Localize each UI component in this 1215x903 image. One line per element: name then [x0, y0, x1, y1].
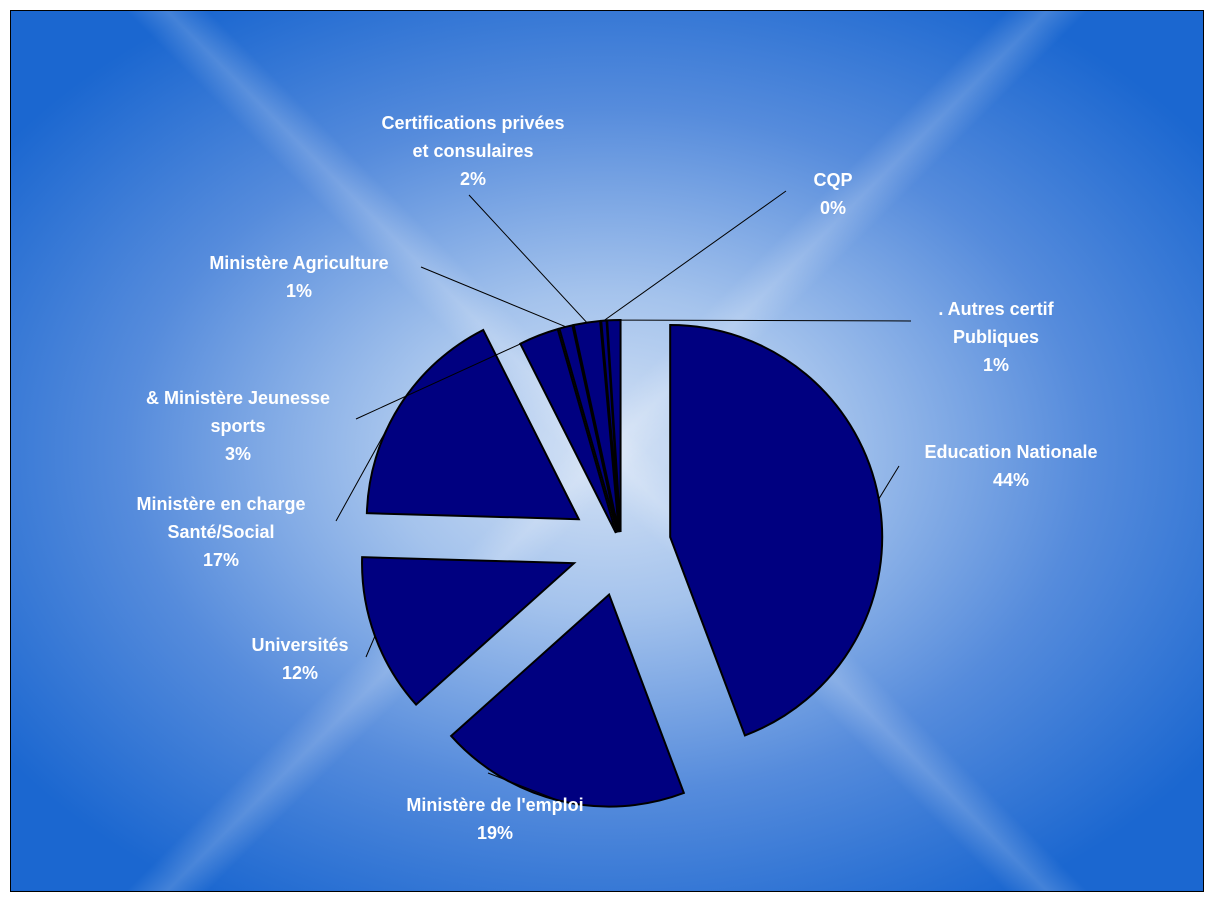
- slice-label-minist-re-agriculture: Ministère Agriculture 1%: [209, 253, 388, 301]
- leader-line-cqp: [603, 190, 787, 322]
- leader-line-minist-re-de-l-emploi: [487, 772, 559, 801]
- pie-slice-certifications-priv-es-et-consulaires: [572, 319, 620, 533]
- leader-line-education-nationale: [878, 465, 900, 500]
- slice-name-universit-s: Universités: [251, 635, 348, 655]
- leader-line-minist-re-agriculture: [420, 266, 567, 328]
- slice-percent-autres-certif-publiques: 1%: [983, 355, 1009, 375]
- slice-label-autres-certif-publiques: . Autres certif Publiques 1%: [938, 299, 1054, 375]
- slice-name-education-nationale: Education Nationale: [924, 442, 1097, 462]
- slice-name-minist-re-en-charge-sant-social: Santé/Social: [167, 522, 274, 542]
- slice-name-minist-re-jeunesse-sports: sports: [210, 416, 265, 436]
- slice-name-minist-re-de-l-emploi: Ministère de l'emploi: [406, 795, 583, 815]
- leader-line-certifications-priv-es-et-consulaires: [468, 194, 588, 323]
- slice-name-minist-re-en-charge-sant-social: Ministère en charge: [136, 494, 305, 514]
- slice-label-education-nationale: Education Nationale 44%: [924, 442, 1097, 490]
- slice-label-minist-re-de-l-emploi: Ministère de l'emploi 19%: [406, 795, 583, 843]
- pie-slice-education-nationale: [669, 324, 884, 737]
- leader-line-universit-s: [365, 635, 376, 658]
- slice-name-autres-certif-publiques: . Autres certif: [938, 299, 1054, 319]
- slice-name-certifications-priv-es-et-consulaires: Certifications privées: [381, 113, 564, 133]
- slice-percent-education-nationale: 44%: [993, 470, 1029, 490]
- slice-percent-minist-re-agriculture: 1%: [286, 281, 312, 301]
- leader-line-minist-re-jeunesse-sports: [355, 335, 539, 420]
- slice-percent-certifications-priv-es-et-consulaires: 2%: [460, 169, 486, 189]
- leader-line-minist-re-en-charge-sant-social: [335, 405, 401, 522]
- slice-name-certifications-priv-es-et-consulaires: et consulaires: [412, 141, 533, 161]
- slice-name-minist-re-jeunesse-sports: & Ministère Jeunesse: [146, 388, 330, 408]
- slice-percent-universit-s: 12%: [282, 663, 318, 683]
- slice-name-autres-certif-publiques: Publiques: [953, 327, 1039, 347]
- slice-label-minist-re-en-charge-sant-social: Ministère en charge Santé/Social 17%: [136, 494, 305, 570]
- slice-label-certifications-priv-es-et-consulaires: Certifications privées et consulaires 2%: [381, 113, 564, 189]
- slice-name-minist-re-agriculture: Ministère Agriculture: [209, 253, 388, 273]
- slice-percent-minist-re-de-l-emploi: 19%: [477, 823, 513, 843]
- slice-percent-cqp: 0%: [820, 198, 846, 218]
- chart-area: Education Nationale 44% Ministère de l'emp…: [10, 10, 1204, 892]
- slice-percent-minist-re-en-charge-sant-social: 17%: [203, 550, 239, 570]
- slice-label-universit-s: Universités 12%: [251, 635, 348, 683]
- pie-chart: Education Nationale 44% Ministère de l'emp…: [136, 113, 1097, 843]
- slice-name-cqp: CQP: [813, 170, 852, 190]
- slice-label-cqp: CQP 0%: [813, 170, 852, 218]
- slice-percent-minist-re-jeunesse-sports: 3%: [225, 444, 251, 464]
- slice-label-minist-re-jeunesse-sports: & Ministère Jeunesse sports 3%: [146, 388, 330, 464]
- leader-line-autres-certif-publiques: [613, 319, 912, 322]
